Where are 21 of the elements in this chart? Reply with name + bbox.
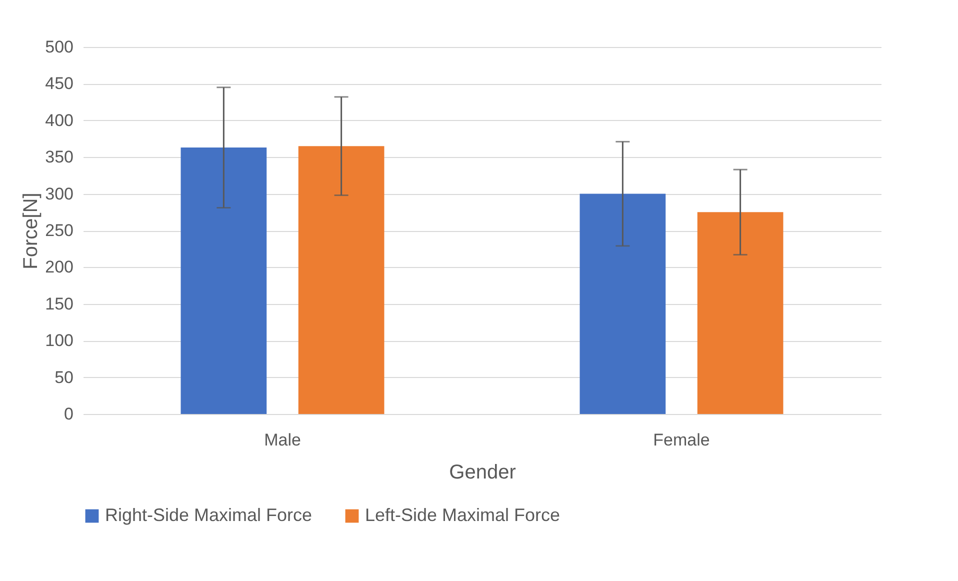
bar <box>298 146 384 414</box>
y-tick-label: 450 <box>45 74 74 94</box>
x-axis-title: Gender <box>449 462 516 484</box>
y-tick-label: 500 <box>45 38 74 56</box>
legend-label: Right-Side Maximal Force <box>105 505 312 525</box>
y-tick-label: 150 <box>45 294 74 314</box>
y-tick-label: 100 <box>45 331 74 350</box>
x-tick-label: Male <box>264 430 301 450</box>
y-tick-label: 350 <box>45 148 74 167</box>
bar <box>580 194 666 414</box>
y-tick-label: 0 <box>64 404 74 424</box>
y-tick-label: 400 <box>45 110 74 130</box>
x-tick-label: Female <box>653 430 710 450</box>
y-tick-label: 250 <box>45 221 74 240</box>
y-axis-title: Force[N] <box>20 192 42 270</box>
bar <box>180 148 267 414</box>
y-tick-label: 300 <box>45 184 74 204</box>
bar <box>697 212 784 414</box>
y-tick-label: 200 <box>45 258 74 277</box>
y-tick-label: 50 <box>54 368 74 387</box>
legend-label: Left-Side Maximal Force <box>365 505 560 525</box>
